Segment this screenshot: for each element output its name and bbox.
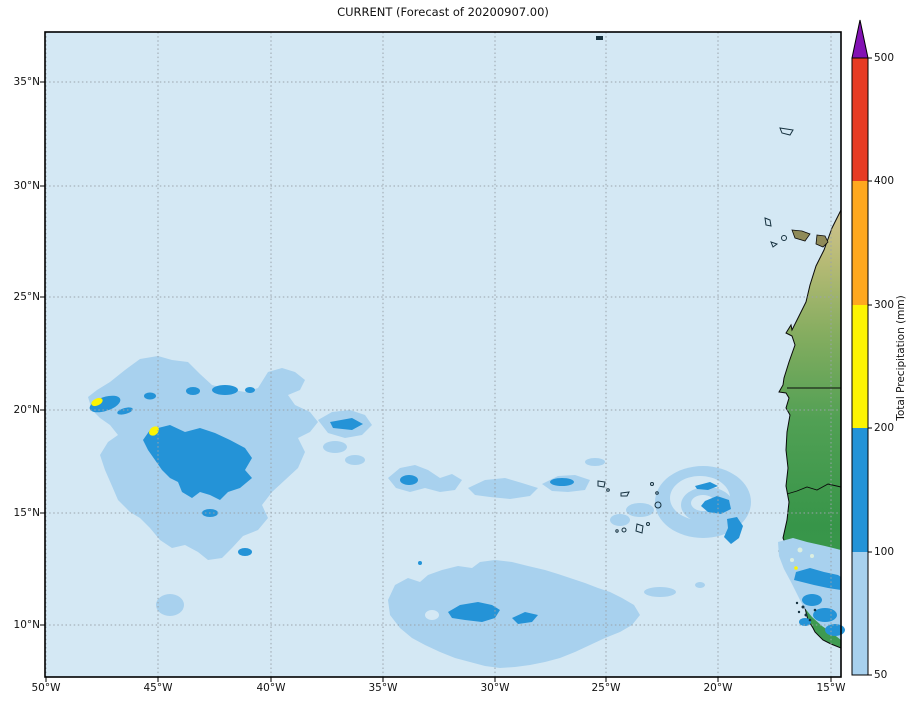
cape-verde-islands bbox=[597, 480, 662, 534]
x-tick-label: 15°W bbox=[816, 682, 846, 694]
y-tick-label: 35°N bbox=[13, 76, 40, 88]
colorbar-tick-label: 400 bbox=[874, 175, 895, 187]
canary-islands bbox=[764, 217, 829, 248]
y-tick-label: 20°N bbox=[13, 404, 40, 416]
azores-islet bbox=[596, 36, 603, 40]
coastal-precip-field bbox=[778, 538, 845, 640]
lat-lon-gridlines bbox=[45, 32, 841, 677]
colorbar-tick-label: 300 bbox=[874, 299, 895, 311]
x-tick-label: 20°W bbox=[703, 682, 733, 694]
y-tick-label: 30°N bbox=[13, 180, 40, 192]
x-tick-label: 35°W bbox=[368, 682, 398, 694]
axis-ticks bbox=[40, 81, 832, 682]
senegal-river-border bbox=[786, 483, 842, 495]
plot-frame bbox=[44, 31, 842, 678]
colorbar-over-arrow bbox=[851, 19, 869, 59]
precip-medium-field bbox=[89, 385, 743, 624]
x-tick-label: 45°W bbox=[143, 682, 173, 694]
figure-title: CURRENT (Forecast of 20200907.00) bbox=[337, 5, 549, 19]
y-tick-label: 15°N bbox=[13, 507, 40, 519]
x-tick-label: 25°W bbox=[591, 682, 621, 694]
colorbar-tick-label: 500 bbox=[874, 52, 895, 64]
colorbar-tick-label: 100 bbox=[874, 546, 895, 558]
ocean-background bbox=[45, 32, 841, 677]
y-tick-label: 10°N bbox=[13, 619, 40, 631]
x-tick-label: 30°W bbox=[480, 682, 510, 694]
map-plot-area bbox=[40, 31, 845, 682]
colorbar-ticks bbox=[868, 57, 872, 676]
precipitation-colorbar bbox=[851, 19, 872, 676]
x-tick-label: 50°W bbox=[31, 682, 61, 694]
colorbar-tick-label: 200 bbox=[874, 422, 895, 434]
madeira-island bbox=[779, 127, 794, 136]
colorbar-tick-label: 50 bbox=[874, 669, 888, 681]
x-tick-label: 40°W bbox=[256, 682, 286, 694]
atlantic-precipitation-map bbox=[40, 31, 845, 682]
y-tick-label: 25°N bbox=[13, 291, 40, 303]
colorbar-axis-label: Total Precipitation (mm) bbox=[895, 295, 907, 421]
precip-heavy-spots bbox=[91, 397, 159, 436]
